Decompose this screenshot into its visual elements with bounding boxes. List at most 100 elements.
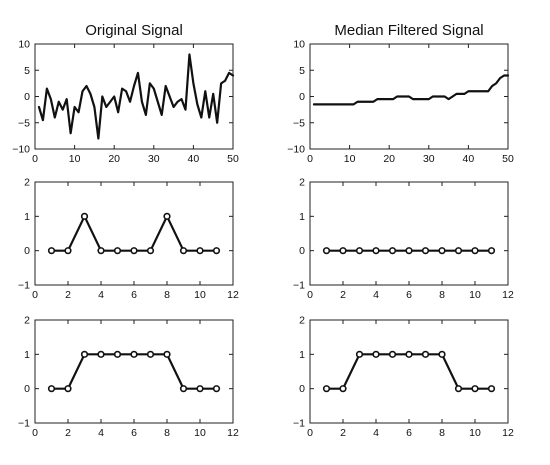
x-tick-label: 0 [32,427,38,439]
x-tick-label: 10 [469,289,481,301]
data-point [146,350,155,358]
subplot-title: Median Filtered Signal [334,22,483,39]
x-tick-label: 0 [307,153,313,165]
subplot-1: Original Signal 0 10 20 30 40 50 −10 −5 0 5 10 [12,22,239,165]
x-tick-label: 6 [131,427,137,439]
x-tick-label: 0 [32,153,38,165]
data-point [163,350,171,358]
data-point [47,385,56,393]
axes-frame [34,181,234,286]
y-tick-label: 2 [299,315,305,327]
data-point [179,385,188,393]
x-tick-label: 2 [340,289,346,301]
data-point [47,247,56,255]
x-tick-label: 2 [340,427,346,439]
y-tick-label: 1 [299,349,305,361]
x-tick-label: 6 [131,289,137,301]
data-point [421,247,430,255]
x-tick-label: 12 [502,289,514,301]
data-point [113,350,122,358]
y-tick-label: 5 [299,65,305,77]
x-tick-label: 50 [502,153,514,165]
data-point [196,247,204,255]
x-tick-label: 2 [65,289,71,301]
x-tick-label: 20 [108,153,120,165]
data-point [97,350,105,358]
data-point [64,247,72,255]
y-tick-label: −1 [293,418,305,430]
data-point [487,247,496,255]
x-tick-label: 12 [227,289,239,301]
x-tick-label: 2 [65,427,71,439]
data-point [80,350,89,358]
data-point [388,350,397,358]
axes-frame [34,319,234,424]
data-point [130,350,138,358]
series-line [37,53,235,140]
axes-frame [309,181,509,286]
axes-frame [34,43,234,150]
y-tick-label: 0 [24,245,30,257]
data-point [130,247,138,255]
y-tick-label: −1 [293,280,305,292]
y-tick-label: 0 [24,91,30,103]
x-tick-label: 50 [227,153,239,165]
data-point [438,350,446,358]
data-point [212,385,221,393]
data-point [471,247,479,255]
x-tick-label: 6 [406,427,412,439]
data-point [322,247,331,255]
y-tick-label: 0 [24,383,30,395]
axes-frame [309,319,509,424]
data-point [487,385,496,393]
data-point [454,385,463,393]
data-point [212,247,221,255]
data-point [372,350,380,358]
series-line [312,74,510,106]
data-point [64,385,72,393]
y-tick-label: −1 [18,280,30,292]
y-tick-label: 2 [24,315,30,327]
y-tick-label: −10 [12,144,30,156]
y-tick-label: −5 [293,117,305,129]
y-tick-label: 2 [299,177,305,189]
y-tick-label: −5 [18,117,30,129]
y-tick-label: 0 [299,245,305,257]
y-tick-label: 1 [24,349,30,361]
x-tick-label: 4 [373,289,379,301]
x-tick-label: 4 [98,427,104,439]
x-tick-label: 8 [164,289,170,301]
x-tick-label: 8 [439,427,445,439]
y-tick-label: 1 [24,211,30,223]
x-tick-label: 30 [148,153,160,165]
data-point [322,385,331,393]
data-point [339,385,347,393]
data-point [163,212,171,220]
data-point [113,247,122,255]
x-tick-label: 10 [469,427,481,439]
x-tick-label: 40 [463,153,475,165]
data-point [355,350,364,358]
data-point [471,385,479,393]
data-point [339,247,347,255]
x-tick-label: 0 [307,289,313,301]
x-tick-label: 8 [439,289,445,301]
subplot-2: Median Filtered Signal 0 10 20 30 40 50 −10 −5 0 5… [287,22,514,165]
x-tick-label: 20 [383,153,395,165]
data-point [196,385,204,393]
x-tick-label: 10 [344,153,356,165]
y-tick-label: 1 [299,211,305,223]
y-tick-label: −10 [287,144,305,156]
x-tick-label: 6 [406,289,412,301]
data-point [179,247,188,255]
x-tick-label: 0 [307,427,313,439]
x-tick-label: 4 [373,427,379,439]
data-point [80,212,89,220]
x-tick-label: 10 [69,153,81,165]
y-tick-label: 0 [299,91,305,103]
x-tick-label: 40 [188,153,200,165]
